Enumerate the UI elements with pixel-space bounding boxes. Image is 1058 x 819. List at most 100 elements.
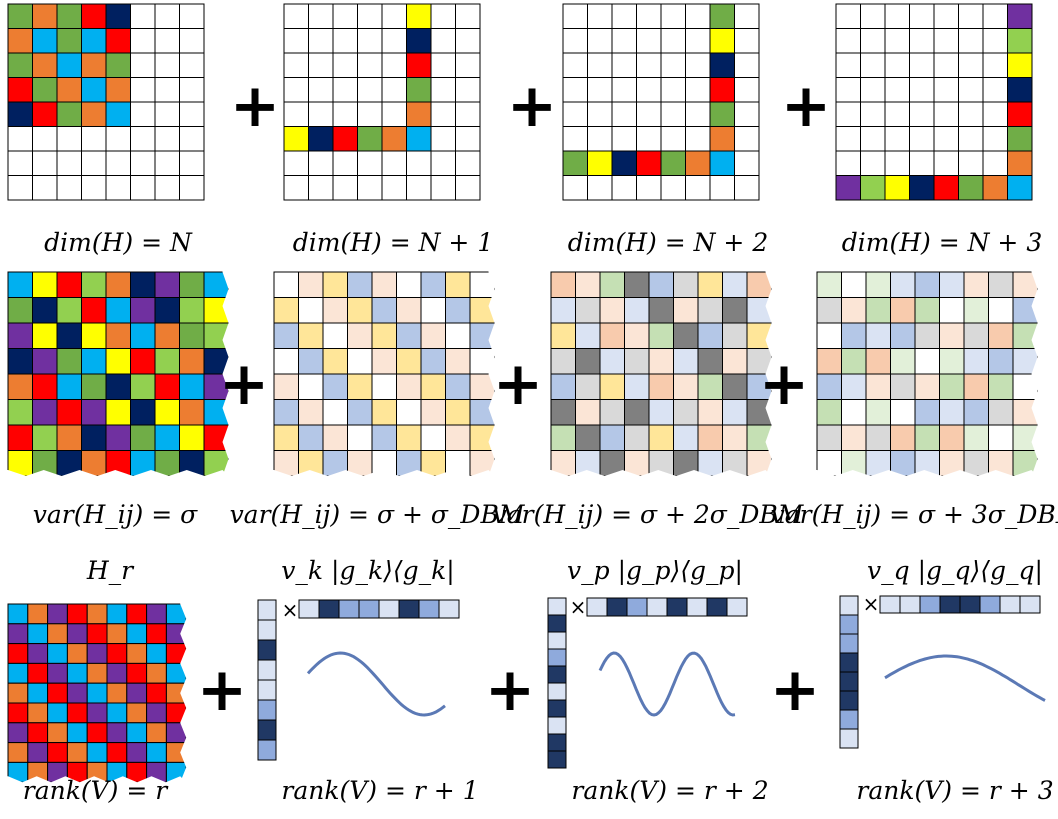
matrix-cell — [611, 150, 637, 176]
matrix-cell — [841, 271, 867, 298]
grid-cell — [308, 77, 334, 103]
matrix-cell — [673, 322, 699, 349]
grid-cell — [909, 101, 935, 127]
grid-cell — [7, 150, 33, 176]
matrix-cell — [56, 373, 82, 400]
matrix-cell — [7, 662, 29, 684]
grid-cell — [587, 101, 613, 127]
grid-cell — [982, 28, 1008, 54]
matrix-cell — [841, 373, 867, 400]
matrix-cell — [273, 297, 299, 324]
matrix-cell — [47, 603, 68, 625]
vector-cell — [438, 599, 460, 619]
matrix-cell — [445, 297, 471, 324]
grid-cell — [860, 150, 886, 176]
grid-cell — [636, 77, 662, 103]
grid-cell — [562, 175, 588, 201]
matrix-cell — [371, 373, 397, 400]
matrix-cell — [709, 3, 735, 29]
matrix-cell — [396, 322, 422, 349]
grid-cell — [332, 175, 358, 201]
matrix-cell — [709, 28, 735, 54]
matrix-cell — [7, 722, 29, 744]
vector-cell — [547, 614, 567, 633]
matrix-cell — [406, 101, 432, 127]
matrix-cell — [550, 271, 576, 298]
matrix-cell — [105, 322, 131, 349]
matrix-cell — [673, 297, 699, 324]
sine-curve — [306, 651, 446, 717]
sine-curve — [598, 651, 736, 717]
grid-cell — [130, 77, 156, 103]
grid-cell — [860, 101, 886, 127]
matrix-cell — [890, 348, 916, 375]
matrix-cell — [81, 3, 107, 29]
matrix-cell — [105, 52, 131, 78]
matrix-cell — [599, 424, 625, 451]
matrix-cell — [308, 126, 334, 152]
matrix-cell — [86, 742, 108, 763]
matrix-cell — [347, 271, 373, 298]
matrix-cell — [648, 424, 674, 451]
matrix-cell — [179, 348, 205, 375]
grid-cell — [105, 126, 131, 152]
matrix-cell — [86, 623, 108, 645]
matrix-cell — [47, 623, 68, 645]
matrix-cell — [32, 322, 58, 349]
vector-cell — [839, 614, 859, 635]
matrix-cell — [273, 424, 299, 451]
matrix-cell — [420, 399, 446, 426]
matrix-cell — [963, 450, 989, 477]
matrix-cell — [66, 722, 88, 744]
grid-cell — [283, 101, 309, 127]
matrix-cell — [648, 399, 674, 426]
matrix-cell — [371, 322, 397, 349]
matrix-cell — [347, 450, 373, 477]
matrix-cell — [722, 322, 748, 349]
matrix-cell — [154, 373, 180, 400]
matrix-cell — [7, 399, 33, 426]
vector-cell — [626, 597, 648, 617]
grid-cell — [357, 101, 383, 127]
grid-cell — [381, 28, 407, 54]
matrix-cell — [81, 52, 107, 78]
matrix-cell — [648, 297, 674, 324]
matrix-cell — [988, 373, 1014, 400]
matrix-cell — [685, 150, 711, 176]
vector-cell — [547, 733, 567, 752]
matrix-cell — [106, 623, 128, 645]
vector-cell — [338, 599, 360, 619]
vector-cell — [257, 639, 277, 661]
matrix-cell — [982, 175, 1008, 201]
matrix-cell — [81, 424, 107, 451]
vector-cell — [547, 682, 567, 701]
matrix-cell — [396, 348, 422, 375]
vector-cell — [586, 597, 608, 617]
vector-cell — [547, 648, 567, 667]
matrix-cell — [47, 682, 68, 704]
vector-cell — [358, 599, 380, 619]
matrix-cell — [963, 297, 989, 324]
grid-cell — [154, 101, 180, 127]
matrix-cell — [709, 77, 735, 103]
grid-cell — [982, 150, 1008, 176]
matrix-cell — [816, 322, 842, 349]
grid-cell — [179, 28, 205, 54]
matrix-cell — [32, 77, 58, 103]
grid-cell — [587, 77, 613, 103]
matrix-cell — [841, 348, 867, 375]
torn-edge — [765, 270, 792, 496]
matrix-cell — [32, 297, 58, 324]
matrix-cell — [27, 742, 49, 763]
grid-cell — [308, 150, 334, 176]
vector-cell — [547, 597, 567, 616]
matrix-cell — [1007, 150, 1033, 176]
vector-cell — [839, 595, 859, 616]
matrix-cell — [347, 322, 373, 349]
matrix-cell — [273, 399, 299, 426]
grid-cell — [381, 150, 407, 176]
grid-cell — [154, 77, 180, 103]
matrix-cell — [746, 271, 772, 298]
matrix-cell — [332, 126, 358, 152]
vector-cell — [646, 597, 668, 617]
